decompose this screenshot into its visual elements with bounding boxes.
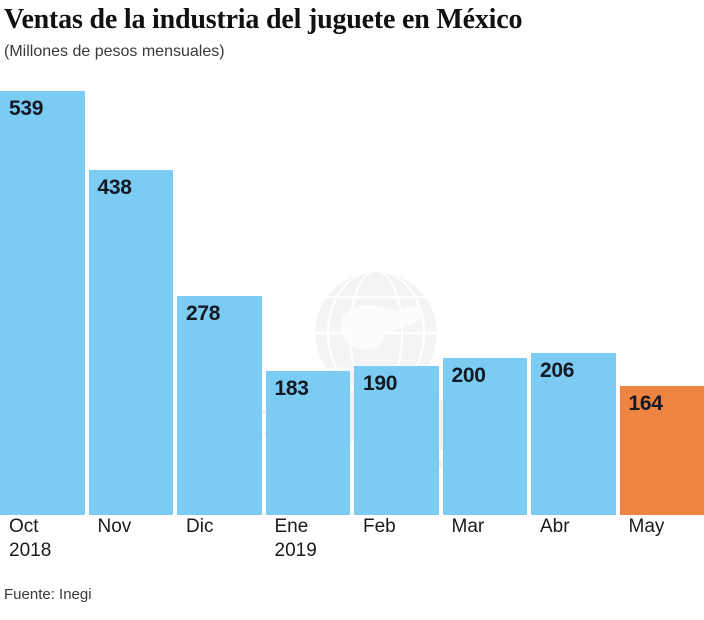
bar-column: 164 <box>619 75 704 515</box>
bar[interactable]: 278 <box>177 296 262 515</box>
bar[interactable]: 200 <box>442 358 527 515</box>
bar-column: 200 <box>442 75 527 515</box>
axis-month-label: May <box>628 516 665 537</box>
bar-series: 539 438 278 183 190 200 206 164 <box>0 75 704 515</box>
bar[interactable]: 190 <box>354 366 439 515</box>
axis-month-label: Nov <box>97 516 132 537</box>
bar-value-label: 190 <box>363 372 398 395</box>
axis-year-label: 2018 <box>9 540 52 561</box>
bar-value-label: 200 <box>451 364 486 387</box>
axis-label-cell: Abr <box>531 515 616 573</box>
bar[interactable]: 539 <box>0 91 85 515</box>
bar[interactable]: 183 <box>265 371 350 515</box>
axis-year-label: 2019 <box>274 540 317 561</box>
chart-plot-area: 539 438 278 183 190 200 206 164 <box>0 75 704 515</box>
axis-month-label: Ene <box>274 516 309 537</box>
bar-column: 183 <box>265 75 350 515</box>
page-title: Ventas de la industria del juguete en Mé… <box>4 4 523 35</box>
axis-label-cell: Dic <box>177 515 262 573</box>
bar[interactable]: 438 <box>88 170 173 515</box>
axis-month-label: Abr <box>540 516 570 537</box>
bar-column: 206 <box>531 75 616 515</box>
bar-highlight[interactable]: 164 <box>619 386 704 515</box>
bar-value-label: 164 <box>628 392 663 415</box>
axis-label-cell: May <box>620 515 704 573</box>
bar-value-label: 183 <box>274 377 309 400</box>
axis-month-label: Oct <box>9 516 39 537</box>
chart-footer: Fuente: Inegi <box>4 586 700 604</box>
bar-value-label: 206 <box>540 359 575 382</box>
bar-value-label: 278 <box>186 302 221 325</box>
bar-column: 438 <box>88 75 173 515</box>
bar[interactable]: 206 <box>531 353 616 515</box>
bar-value-label: 539 <box>9 97 44 120</box>
axis-label-cell: Mar <box>443 515 528 573</box>
axis-month-label: Feb <box>363 516 396 537</box>
category-axis: Oct 2018 Nov Dic Ene 2019 Feb Mar Abr May <box>0 515 704 573</box>
axis-label-cell: Nov <box>89 515 174 573</box>
bar-column: 190 <box>354 75 439 515</box>
source-label: Fuente: Inegi <box>4 586 92 603</box>
axis-month-label: Dic <box>186 516 214 537</box>
axis-month-label: Mar <box>451 516 485 537</box>
bar-column: 539 <box>0 75 85 515</box>
axis-label-cell: Feb <box>354 515 439 573</box>
bar-value-label: 438 <box>97 176 132 199</box>
bar-column: 278 <box>177 75 262 515</box>
axis-label-cell: Ene 2019 <box>266 515 351 573</box>
axis-label-cell: Oct 2018 <box>0 515 85 573</box>
chart-subtitle: (Millones de pesos mensuales) <box>4 43 225 60</box>
chart-header: Ventas de la industria del juguete en Mé… <box>4 0 700 62</box>
